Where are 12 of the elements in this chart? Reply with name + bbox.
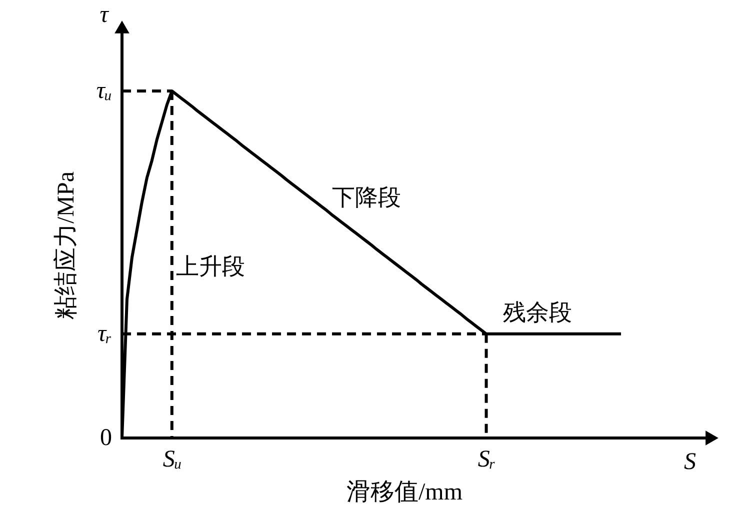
x-tick-label: Sᵤ: [162, 446, 182, 472]
annotation: τᵤ: [96, 78, 112, 104]
text: S: [684, 449, 696, 475]
annotation: 上升段: [176, 254, 245, 279]
annotation: 下降段: [332, 185, 401, 210]
x-axis-title: 滑移值/mm: [346, 480, 463, 506]
x-tick-label: Sᵣ: [478, 446, 496, 472]
text: τ: [100, 2, 110, 28]
text: 0: [100, 425, 112, 451]
y-axis-title: 粘结应力/MPa: [52, 171, 80, 320]
annotation: 残余段: [503, 300, 572, 325]
annotation: τᵣ: [98, 320, 112, 347]
